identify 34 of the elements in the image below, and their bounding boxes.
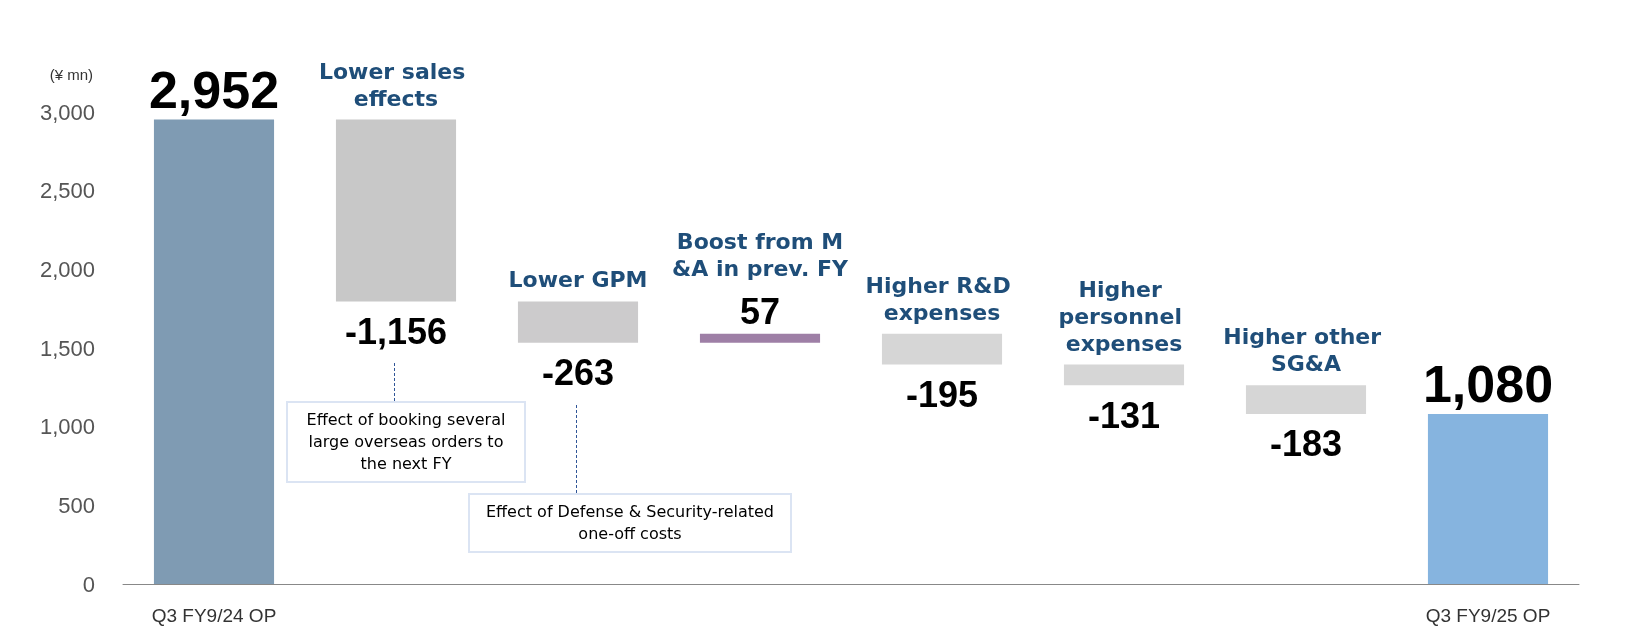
data-label: -263 xyxy=(541,352,615,394)
annotation: Effect of Defense & Security-related one-off costs xyxy=(468,492,792,553)
bar xyxy=(1245,385,1367,414)
x-tick-label: Lower GPM xyxy=(508,267,648,293)
data-label: 1,080 xyxy=(1422,355,1554,414)
bar xyxy=(153,119,275,584)
data-label: 57 xyxy=(739,291,781,333)
y-axis-title: (¥ mn) xyxy=(49,66,93,83)
bar xyxy=(517,301,639,343)
y-tick-label: 0 xyxy=(82,571,95,597)
bar xyxy=(335,119,457,302)
x-tick-label: Higher other SG&A xyxy=(1223,324,1389,377)
bar xyxy=(881,333,1003,365)
x-tick-label: Boost from M&A in prev. FY xyxy=(672,228,849,281)
data-label: -1,156 xyxy=(344,310,448,352)
bar xyxy=(699,333,821,343)
y-tick-label: 1,000 xyxy=(39,414,95,440)
x-tick-label: Q3 FY9/25 OP xyxy=(1425,605,1551,626)
y-tick-label: 1,500 xyxy=(39,335,95,361)
y-tick-label: 3,000 xyxy=(39,99,95,125)
x-tick-label: Lower sales effects xyxy=(318,58,474,111)
bar xyxy=(1063,364,1185,386)
x-tick-label: Q3 FY9/24 OP xyxy=(151,605,277,626)
x-tick-label: Higher R&D expenses xyxy=(865,272,1019,325)
y-tick-label: 2,000 xyxy=(39,256,95,282)
y-tick-label: 2,500 xyxy=(39,178,95,204)
data-label: 2,952 xyxy=(148,60,280,119)
bar xyxy=(1427,414,1549,584)
y-tick-label: 500 xyxy=(58,492,95,518)
data-label: -131 xyxy=(1087,394,1161,436)
annotation: Effect of booking several large overseas orders to the next FY xyxy=(286,401,526,484)
data-label: -195 xyxy=(905,374,979,416)
x-tick-label: Higher personnel expenses xyxy=(1058,276,1190,356)
data-label: -183 xyxy=(1269,423,1343,465)
